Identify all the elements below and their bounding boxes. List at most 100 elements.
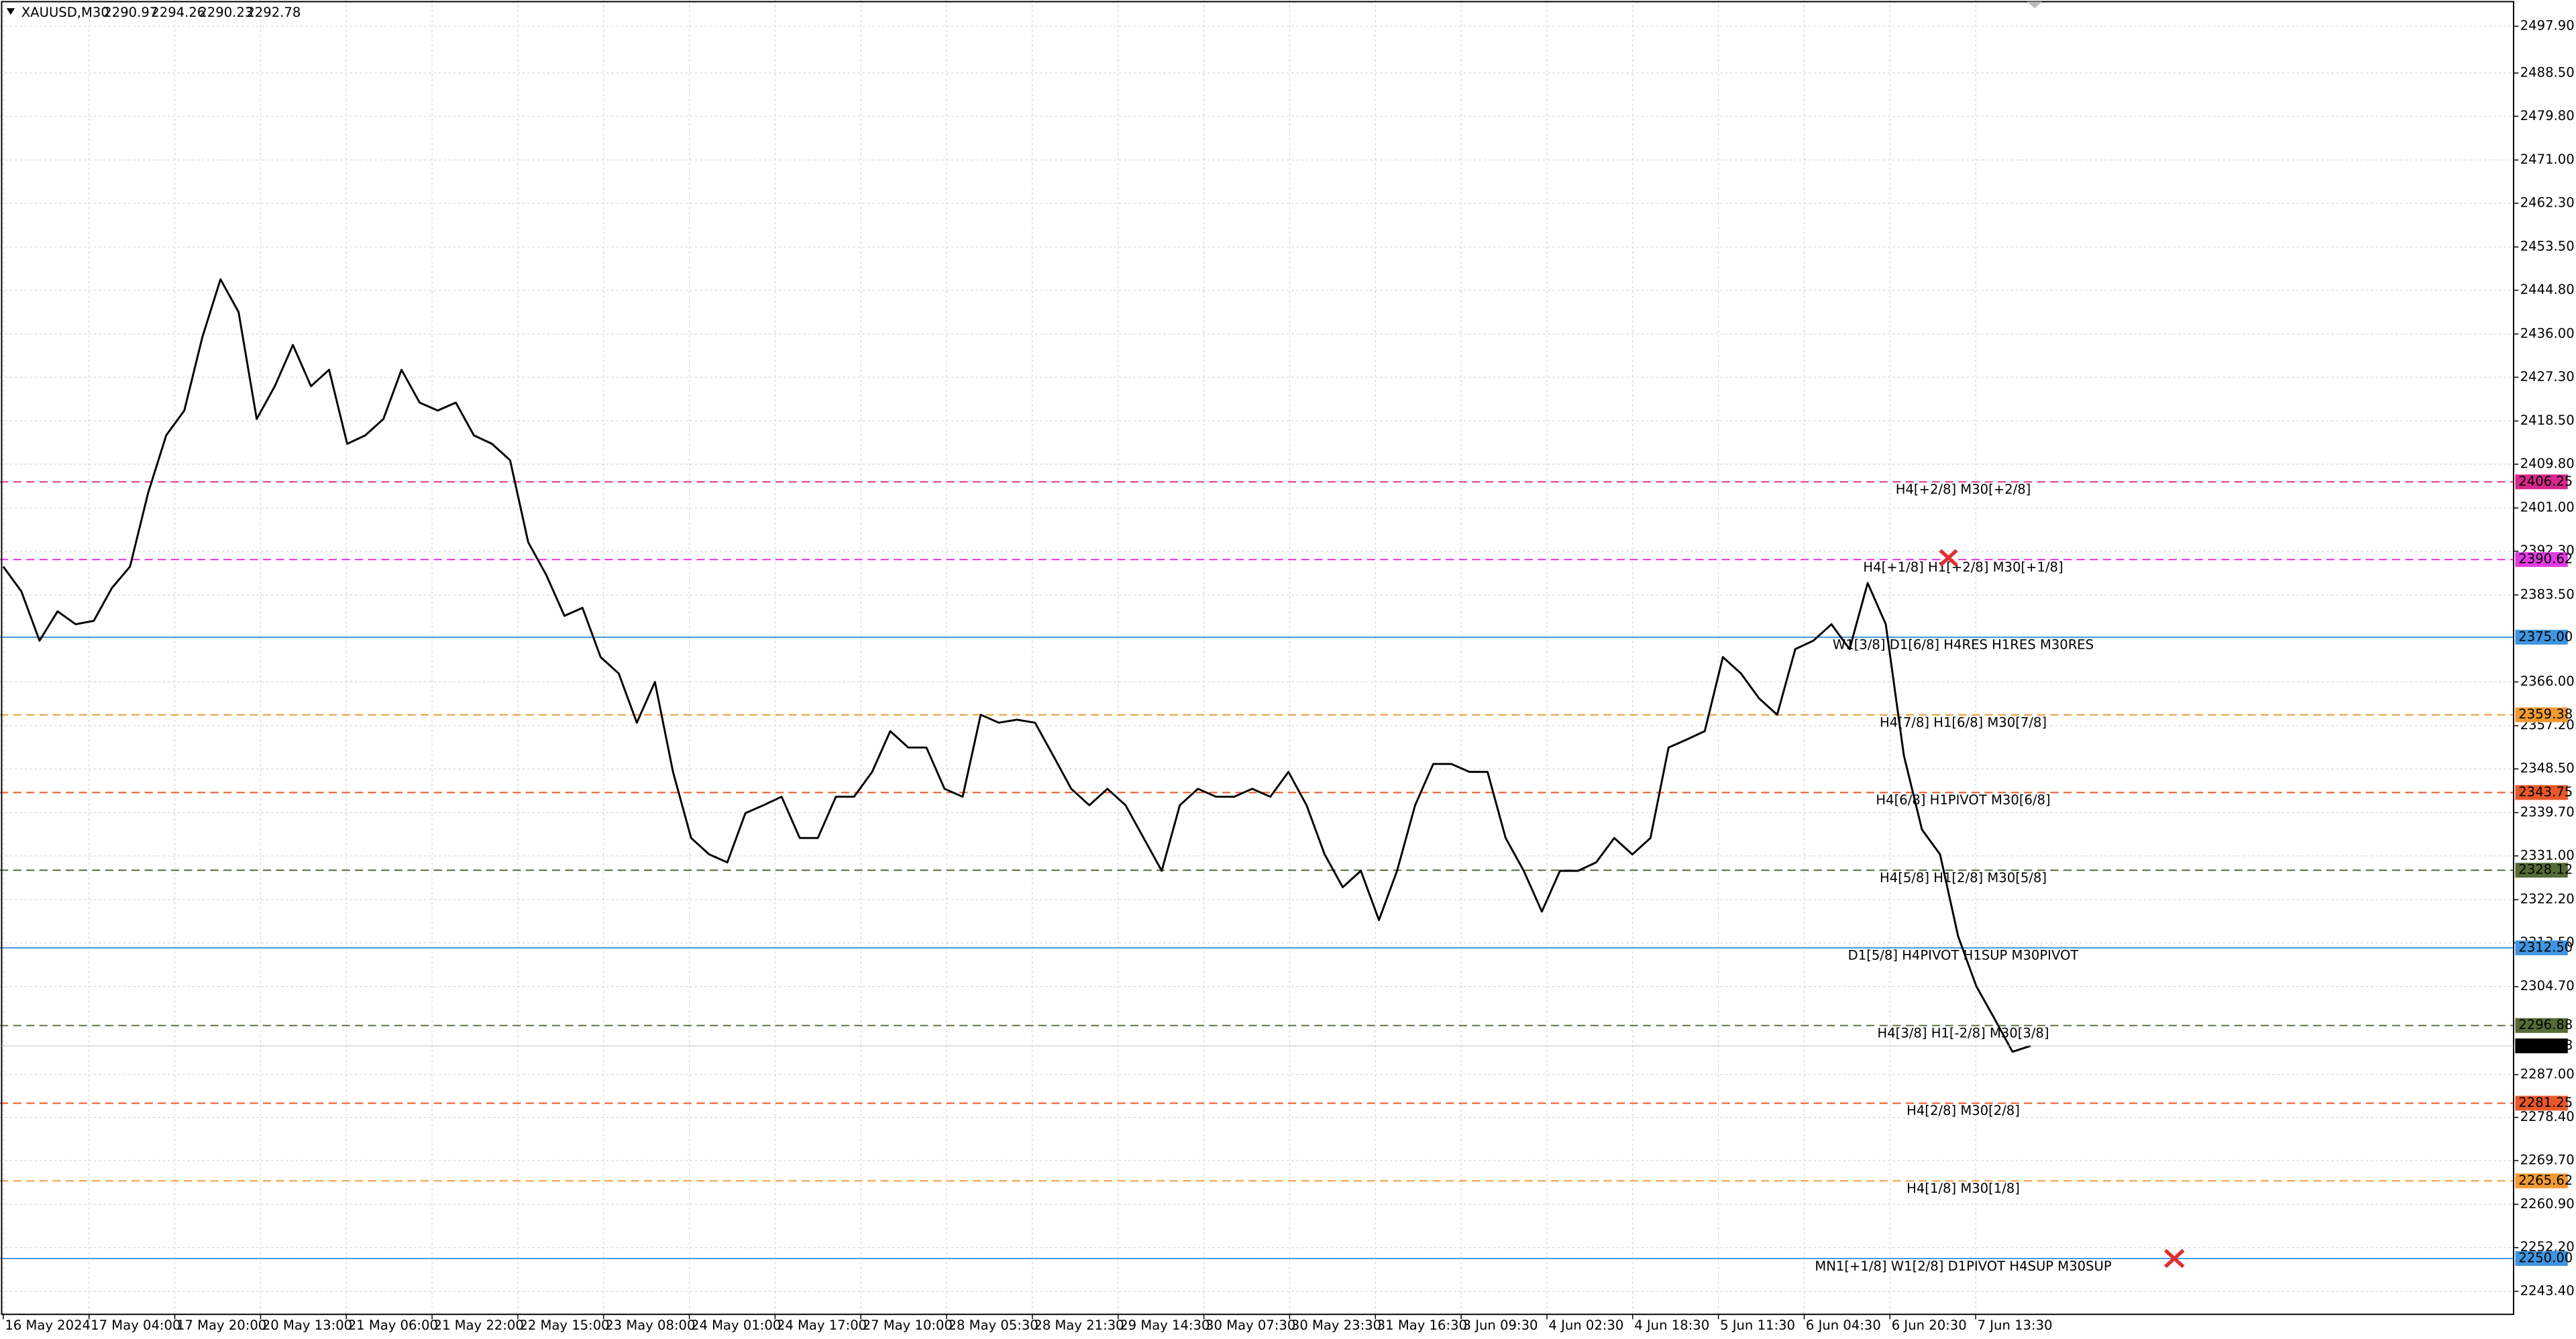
level-tag-label: 2359.38 xyxy=(2518,706,2573,722)
level-tag xyxy=(2515,707,2568,722)
level-tag xyxy=(2515,1095,2568,1111)
x-tick-label: 31 May 16:30 xyxy=(1377,1318,1467,1333)
symbol: XAUUSD,M30 xyxy=(21,5,109,20)
y-tick-label: 2304.70 xyxy=(2520,978,2575,994)
level-text: H4[+2/8] M30[+2/8] xyxy=(1896,482,2031,497)
y-tick-label: 2497.90 xyxy=(2520,18,2575,34)
levels: H4[+2/8] M30[+2/8] H4[+1/8] H1[+2/8] M30[… xyxy=(0,481,2514,1274)
plot-frame xyxy=(1,1,2514,1316)
y-tick-label: 2436.00 xyxy=(2520,325,2575,341)
current-price-label: 2292.78 xyxy=(2518,1038,2573,1053)
level-tag-label: 2406.25 xyxy=(2518,474,2573,489)
cross-marker xyxy=(2163,1248,2185,1269)
level-text: H4[5/8] H1[2/8] M30[5/8] xyxy=(1880,870,2047,886)
level-tag-label: 2390.62 xyxy=(2518,551,2573,567)
x-tick-label: 17 May 04:00 xyxy=(91,1318,180,1333)
level-text: H4[3/8] H1[-2/8] M30[3/8] xyxy=(1878,1025,2049,1040)
x-tick-label: 4 Jun 02:30 xyxy=(1548,1318,1623,1333)
level-tag xyxy=(2515,863,2568,878)
x-tick-label: 21 May 22:00 xyxy=(434,1318,524,1333)
level-tag-label: 2281.25 xyxy=(2518,1095,2573,1110)
level-tag xyxy=(2515,474,2568,490)
shift-marker xyxy=(2027,1,2043,9)
level-tag xyxy=(2515,1173,2568,1189)
y-tick-label: 2278.40 xyxy=(2520,1109,2575,1124)
x-tick-label: 30 May 07:30 xyxy=(1205,1318,1295,1333)
x-tick-label: 20 May 13:00 xyxy=(262,1318,352,1333)
x-tick-label: 16 May 2024 xyxy=(5,1318,91,1333)
level-text: H4[+1/8] H1[+2/8] M30[+1/8] xyxy=(1863,559,2063,575)
ohlc-value: 2290.23 xyxy=(199,5,253,20)
x-tick-label: 6 Jun 20:30 xyxy=(1892,1318,1967,1333)
x-tick-label: 28 May 21:30 xyxy=(1034,1318,1124,1333)
y-tick-label: 2479.80 xyxy=(2520,108,2575,123)
level-tag xyxy=(2515,785,2568,800)
axis: 2497.90 2488.50 2479.80 2471.00 2462.30 2453.… xyxy=(0,18,2575,1333)
y-tick-label: 2260.90 xyxy=(2520,1196,2575,1212)
menu-arrow[interactable] xyxy=(6,8,15,15)
level-tag-label: 2343.75 xyxy=(2518,784,2573,800)
x-tick-label: 27 May 10:00 xyxy=(863,1318,953,1333)
level-tag xyxy=(2515,1251,2568,1267)
current-price-tag xyxy=(2515,1038,2568,1054)
x-tick-label: 24 May 17:00 xyxy=(777,1318,867,1333)
y-tick-label: 2427.30 xyxy=(2520,369,2575,384)
level-tag-label: 2296.88 xyxy=(2518,1017,2573,1032)
ohlc-value: 2290.97 xyxy=(103,5,158,20)
y-tick-label: 2269.70 xyxy=(2520,1153,2575,1168)
y-tick-label: 2348.50 xyxy=(2520,761,2575,776)
y-tick-label: 2339.70 xyxy=(2520,804,2575,820)
x-tick-label: 6 Jun 04:30 xyxy=(1806,1318,1881,1333)
y-tick-label: 2366.00 xyxy=(2520,674,2575,689)
y-tick-label: 2243.40 xyxy=(2520,1283,2575,1298)
x-tick-label: 7 Jun 13:30 xyxy=(1978,1318,2053,1333)
level-tag xyxy=(2515,552,2568,568)
level-tag-label: 2250.00 xyxy=(2518,1250,2573,1266)
y-tick-label: 2331.00 xyxy=(2520,847,2575,863)
level-tag xyxy=(2515,629,2568,645)
level-text: MN1[+1/8] W1[2/8] D1PIVOT H4SUP M30SUP xyxy=(1815,1258,2111,1274)
x-tick-label: 4 Jun 18:30 xyxy=(1634,1318,1709,1333)
level-text: W1[3/8] D1[6/8] H4RES H1RES M30RES xyxy=(1833,637,2094,653)
level-text: H4[2/8] M30[2/8] xyxy=(1907,1103,2020,1118)
y-tick-label: 2287.00 xyxy=(2520,1066,2575,1081)
y-tick-label: 2462.30 xyxy=(2520,195,2575,210)
x-tick-label: 24 May 01:00 xyxy=(691,1318,781,1333)
cross-marker xyxy=(1939,549,1958,567)
level-tag xyxy=(2515,1018,2568,1033)
y-tick-label: 2444.80 xyxy=(2520,282,2575,297)
ohlc-value: 2292.78 xyxy=(246,5,301,20)
ohlc-value: 2294.26 xyxy=(151,5,205,20)
y-tick-label: 2418.50 xyxy=(2520,413,2575,428)
x-tick-label: 30 May 23:30 xyxy=(1291,1318,1381,1333)
level-tag-label: 2312.50 xyxy=(2518,939,2573,955)
x-tick-label: 17 May 20:00 xyxy=(176,1318,266,1333)
level-text: D1[5/8] H4PIVOT H1SUP M30PIVOT xyxy=(1848,948,2080,963)
level-text: H4[1/8] M30[1/8] xyxy=(1907,1181,2020,1196)
y-tick-label: 2471.00 xyxy=(2520,152,2575,167)
y-tick-label: 2409.80 xyxy=(2520,456,2575,471)
level-text: H4[6/8] H1PIVOT M30[6/8] xyxy=(1876,792,2050,808)
x-tick-label: 21 May 06:00 xyxy=(348,1318,438,1333)
y-tick-label: 2401.00 xyxy=(2520,500,2575,515)
y-tick-label: 2488.50 xyxy=(2520,64,2575,80)
level-tag-label: 2265.62 xyxy=(2518,1173,2573,1188)
level-tag-label: 2375.00 xyxy=(2518,629,2573,644)
price-line xyxy=(2,278,2031,1053)
x-tick-label: 22 May 15:00 xyxy=(519,1318,609,1333)
x-tick-label: 29 May 14:30 xyxy=(1120,1318,1210,1333)
x-tick-label: 5 Jun 11:30 xyxy=(1720,1318,1795,1333)
level-tag xyxy=(2515,940,2568,955)
y-tick-label: 2383.50 xyxy=(2520,586,2575,602)
y-tick-label: 2252.20 xyxy=(2520,1239,2575,1254)
x-tick-label: 3 Jun 09:30 xyxy=(1463,1318,1538,1333)
x-tick-label: 23 May 08:00 xyxy=(605,1318,695,1333)
y-tick-label: 2322.20 xyxy=(2520,892,2575,907)
grid xyxy=(0,0,2514,1315)
y-tick-label: 2453.50 xyxy=(2520,239,2575,254)
price xyxy=(2,278,2031,1053)
level-tag-label: 2328.12 xyxy=(2518,862,2573,877)
